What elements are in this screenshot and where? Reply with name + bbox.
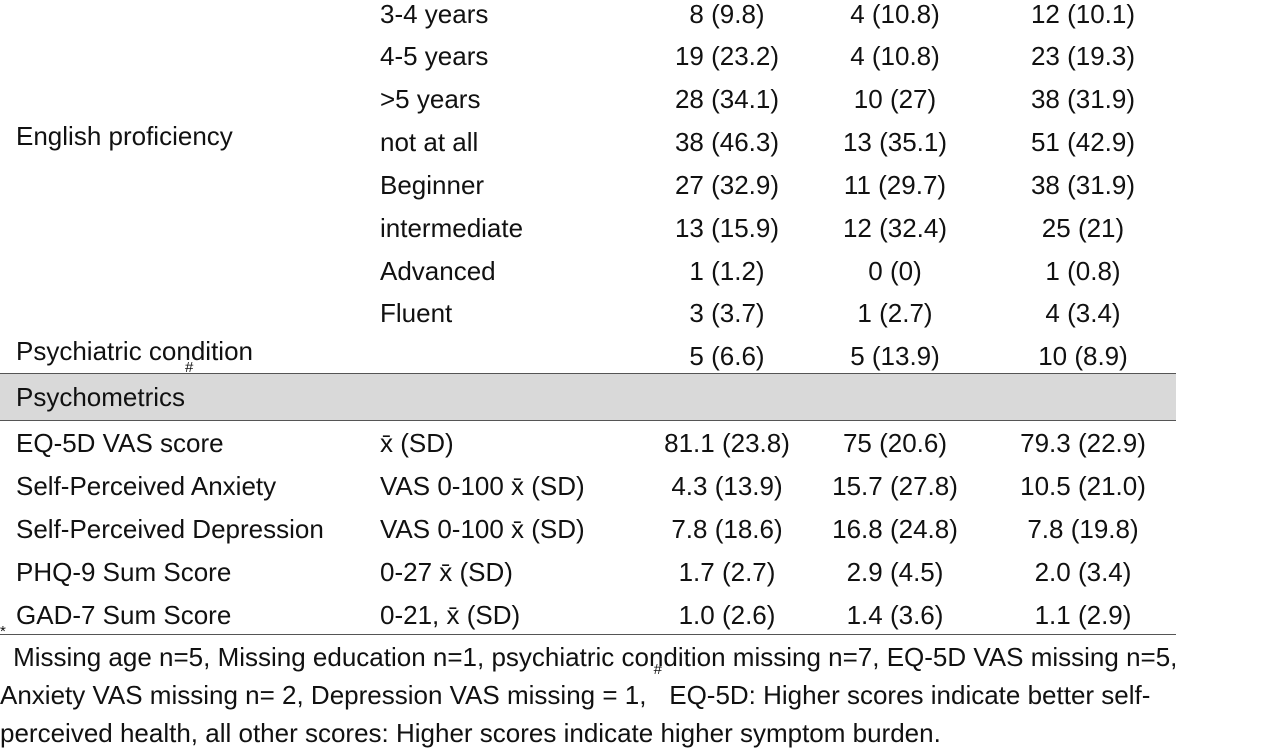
table-row: intermediate 13 (15.9) 12 (32.4) 25 (21): [0, 207, 1176, 249]
cell-group2: 1.4 (3.6): [846, 600, 944, 630]
cell-group2: 10 (27): [853, 84, 937, 114]
cell-total: 2.0 (3.4): [1034, 557, 1132, 587]
cell-total: 10.5 (21.0): [1020, 471, 1146, 501]
row-label: GAD-7 Sum Score: [16, 600, 232, 630]
row-label: Self-Perceived Depression: [16, 514, 324, 544]
row-label: EQ-5D VAS score: [16, 428, 224, 458]
cell-group2: 15.7 (27.8): [832, 471, 958, 501]
table-row: English proficiency not at all 38 (46.3)…: [0, 121, 1176, 163]
cell-group1: 81.1 (23.8): [664, 428, 790, 458]
row-sublabel: Beginner: [380, 170, 485, 200]
cell-total: 79.3 (22.9): [1020, 428, 1146, 458]
cell-group2: 0 (0): [868, 256, 922, 286]
cell-group1: 1 (1.2): [689, 256, 765, 286]
cell-group2: 4 (10.8): [850, 0, 940, 29]
cell-group2: 12 (32.4): [842, 213, 948, 243]
footnote-line-2: Anxiety VAS missing n= 2, Depression VAS…: [0, 661, 1151, 710]
row-sublabel: Advanced: [380, 256, 496, 286]
cell-group2: 5 (13.9): [850, 341, 940, 371]
row-sublabel: >5 years: [380, 84, 481, 114]
cell-group1: 38 (46.3): [674, 127, 780, 157]
section-header-psychometrics: Psychometrics#: [0, 359, 1176, 421]
row-label: PHQ-9 Sum Score: [16, 557, 232, 587]
row-sublabel: intermediate: [380, 213, 524, 243]
cell-total: 1 (0.8): [1045, 256, 1121, 286]
star-footnote-mark: *: [0, 623, 6, 640]
hash-footnote-mark: #: [653, 661, 662, 678]
table-row: PHQ-9 Sum Score 0-27 x̄ (SD) 1.7 (2.7) 2…: [0, 551, 1176, 593]
cell-total: 10 (8.9): [1038, 341, 1128, 371]
table-row: Advanced 1 (1.2) 0 (0) 1 (0.8): [0, 250, 1176, 292]
table-row: Self-Perceived Depression VAS 0-100 x̄ (…: [0, 508, 1176, 550]
cell-group2: 1 (2.7): [857, 298, 933, 328]
section-title: Psychometrics#: [16, 359, 194, 412]
cell-total: 1.1 (2.9): [1034, 600, 1132, 630]
cell-total: 7.8 (19.8): [1027, 514, 1139, 544]
row-sublabel: Fluent: [380, 298, 453, 328]
cell-group1: 27 (32.9): [674, 170, 780, 200]
cell-group1: 28 (34.1): [674, 84, 780, 114]
cell-group2: 2.9 (4.5): [846, 557, 944, 587]
table-row: GAD-7 Sum Score 0-21, x̄ (SD) 1.0 (2.6) …: [0, 594, 1176, 636]
row-sublabel: not at all: [380, 127, 479, 157]
row-label: Psychiatric condition: [16, 336, 253, 366]
row-label: Self-Perceived Anxiety: [16, 471, 277, 501]
cell-group1: 1.7 (2.7): [678, 557, 776, 587]
table-row: 3-4 years 8 (9.8) 4 (10.8) 12 (10.1): [0, 0, 1176, 35]
cell-total: 38 (31.9): [1030, 84, 1136, 114]
cell-group1: 13 (15.9): [674, 213, 780, 243]
cell-group1: 8 (9.8): [689, 0, 765, 29]
table-row: Fluent 3 (3.7) 1 (2.7) 4 (3.4): [0, 292, 1176, 334]
cell-group2: 4 (10.8): [850, 41, 940, 71]
cell-group2: 11 (29.7): [843, 170, 947, 200]
table-row: Beginner 27 (32.9) 11 (29.7) 38 (31.9): [0, 164, 1176, 206]
table-bottom-rule: [0, 634, 1176, 635]
row-label: English proficiency: [16, 121, 233, 151]
cell-total: 12 (10.1): [1030, 0, 1136, 29]
row-sublabel: VAS 0-100 x̄ (SD): [380, 514, 585, 544]
cell-total: 51 (42.9): [1030, 127, 1136, 157]
row-sublabel: x̄ (SD): [380, 428, 454, 458]
cell-group1: 1.0 (2.6): [678, 600, 776, 630]
row-sublabel: 3-4 years: [380, 0, 489, 29]
cell-total: 23 (19.3): [1030, 41, 1136, 71]
cell-total: 4 (3.4): [1045, 298, 1121, 328]
footnote-line-1: * Missing age n=5, Missing education n=1…: [0, 623, 1178, 672]
footnote-line-3: perceived health, all other scores: High…: [0, 718, 941, 748]
cell-group2: 13 (35.1): [842, 127, 948, 157]
row-sublabel: VAS 0-100 x̄ (SD): [380, 471, 585, 501]
table-row: 4-5 years 19 (23.2) 4 (10.8) 23 (19.3): [0, 35, 1176, 77]
cell-group1: 5 (6.6): [689, 341, 765, 371]
table-row: >5 years 28 (34.1) 10 (27) 38 (31.9): [0, 78, 1176, 120]
row-sublabel: 0-27 x̄ (SD): [380, 557, 513, 587]
cell-total: 25 (21): [1041, 213, 1125, 243]
table-row: Psychiatric condition 5 (6.6) 5 (13.9) 1…: [0, 335, 1176, 377]
table-row: EQ-5D VAS score x̄ (SD) 81.1 (23.8) 75 (…: [0, 422, 1176, 464]
cell-group1: 19 (23.2): [674, 41, 780, 71]
cell-group1: 3 (3.7): [689, 298, 765, 328]
row-sublabel: 0-21, x̄ (SD): [380, 600, 521, 630]
table-row: Self-Perceived Anxiety VAS 0-100 x̄ (SD)…: [0, 465, 1176, 507]
cell-group2: 75 (20.6): [842, 428, 948, 458]
cell-group1: 7.8 (18.6): [671, 514, 783, 544]
cell-group1: 4.3 (13.9): [671, 471, 783, 501]
row-sublabel: 4-5 years: [380, 41, 489, 71]
cell-total: 38 (31.9): [1030, 170, 1136, 200]
cell-group2: 16.8 (24.8): [832, 514, 958, 544]
hash-footnote-mark: #: [185, 359, 194, 376]
